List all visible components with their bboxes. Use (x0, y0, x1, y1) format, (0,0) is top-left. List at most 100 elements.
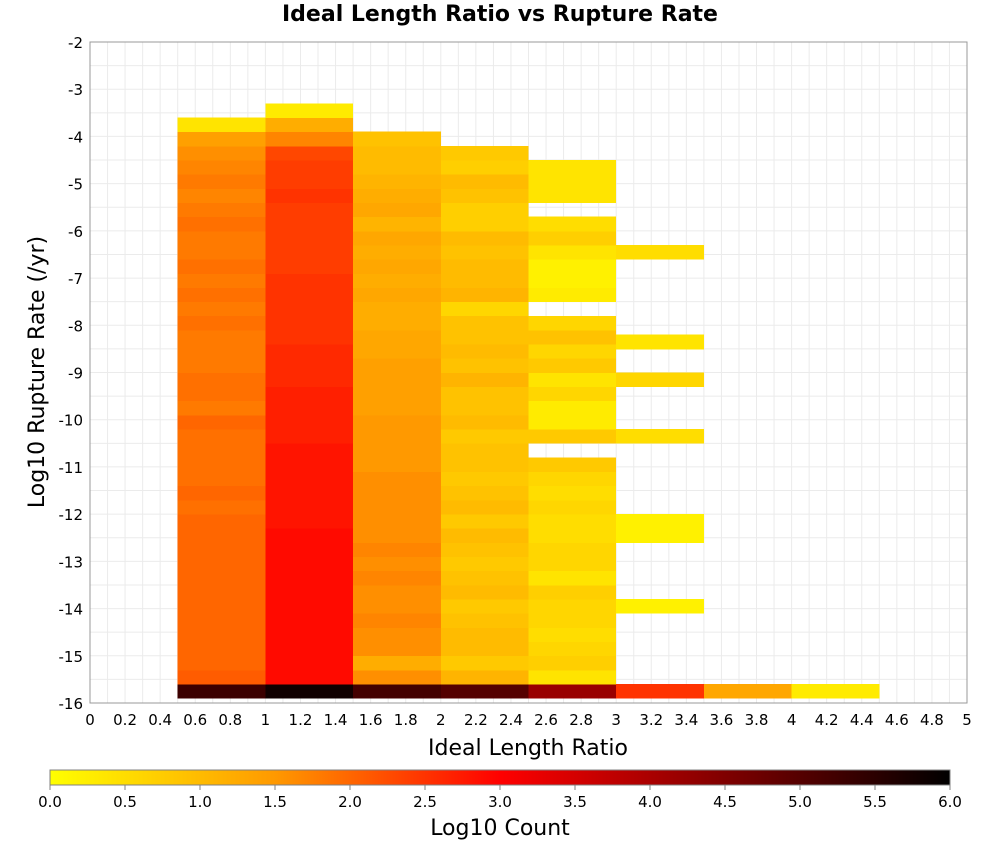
heatmap-cell (616, 245, 704, 260)
heatmap-cell (265, 556, 354, 572)
y-tick-label: -7 (68, 270, 83, 288)
heatmap-cell (353, 641, 441, 657)
heatmap-cell (265, 414, 354, 430)
y-axis-ticks: -2 -3 -4 -5 -6 -7 -8 -9 -10 -11 -12 -13 -14 -15 -16 (59, 34, 84, 713)
heatmap-cell (177, 599, 266, 614)
heatmap-cell (528, 584, 617, 600)
heatmap-cell (353, 499, 441, 515)
heatmap-cell (265, 599, 354, 614)
heatmap-cell (177, 584, 266, 600)
heatmap-cell (353, 528, 441, 543)
colorbar-tick-label: 2.0 (338, 793, 362, 811)
heatmap-cell (353, 613, 441, 628)
heatmap-cell (353, 655, 441, 671)
heatmap-cell (265, 245, 354, 260)
heatmap-cell (440, 556, 529, 572)
heatmap-cell (353, 372, 441, 388)
heatmap-cell (353, 443, 441, 458)
heatmap-cell (177, 245, 266, 260)
heatmap-cell (265, 131, 354, 147)
heatmap-cell (528, 287, 617, 303)
heatmap-cell (177, 485, 266, 501)
heatmap-cell (265, 641, 354, 657)
x-tick-label: 0.8 (218, 711, 242, 729)
heatmap-cell (528, 315, 617, 331)
x-tick-label: 4.8 (920, 711, 944, 729)
heatmap-cell (265, 386, 354, 402)
heatmap-cell (177, 174, 266, 189)
heatmap-cell (353, 301, 441, 317)
heatmap-cell (265, 514, 354, 529)
colorbar-tick-label: 0.5 (113, 793, 137, 811)
heatmap-cell (353, 202, 441, 218)
heatmap-cell (440, 514, 529, 529)
heatmap-cell (177, 400, 266, 416)
colorbar-tick-label: 5.0 (788, 793, 812, 811)
x-tick-label: 4.6 (885, 711, 909, 729)
heatmap-cell (265, 542, 354, 558)
heatmap-cell (353, 315, 441, 331)
colorbar-tick-label: 5.5 (863, 793, 887, 811)
heatmap-cell (528, 273, 617, 288)
heatmap-cell (616, 599, 704, 614)
heatmap-cell (440, 315, 529, 331)
heatmap-cell (265, 528, 354, 543)
heatmap-cell (177, 330, 266, 345)
heatmap-cell (440, 457, 529, 473)
heatmap-cell (528, 613, 617, 628)
x-tick-label: 2.6 (534, 711, 558, 729)
heatmap-cell (440, 471, 529, 487)
heatmap-cell (265, 471, 354, 487)
heatmap-cell (265, 584, 354, 600)
heatmap-cell (353, 514, 441, 529)
chart-title: Ideal Length Ratio vs Rupture Rate (282, 2, 718, 27)
x-tick-label: 2.4 (499, 711, 523, 729)
heatmap-cell (177, 117, 266, 133)
heatmap-cell (265, 216, 354, 232)
heatmap-cell (265, 188, 354, 203)
x-tick-label: 3.6 (710, 711, 734, 729)
heatmap-cell (440, 386, 529, 402)
x-tick-label: 3.8 (745, 711, 769, 729)
heatmap-cell (440, 259, 529, 274)
heatmap-cell (177, 655, 266, 671)
heatmap-cell (440, 344, 529, 359)
heatmap-cell (440, 188, 529, 203)
heatmap-cell (177, 556, 266, 572)
heatmap-cell (440, 400, 529, 416)
y-tick-label: -12 (59, 506, 84, 524)
heatmap-cell (440, 613, 529, 628)
heatmap-cell (528, 358, 617, 373)
heatmap-cell (440, 485, 529, 501)
heatmap-cell (528, 457, 617, 473)
heatmap-cell (353, 457, 441, 473)
heatmap-cell (265, 301, 354, 317)
heatmap-cell (265, 400, 354, 416)
heatmap-cell (177, 188, 266, 203)
heatmap-cell (177, 570, 266, 586)
heatmap-cell (528, 669, 617, 685)
heatmap-cell (440, 174, 529, 189)
heatmap-cell (265, 457, 354, 473)
heatmap-cell (353, 358, 441, 373)
heatmap-cell (528, 174, 617, 189)
y-tick-label: -2 (68, 34, 83, 52)
heatmap-cell (177, 230, 266, 246)
x-tick-label: 2 (436, 711, 446, 729)
heatmap-cell (528, 372, 617, 388)
x-tick-label: 5 (962, 711, 972, 729)
x-tick-label: 3.4 (674, 711, 698, 729)
colorbar (49, 769, 951, 786)
heatmap-cell (265, 273, 354, 288)
heatmap-cell (177, 216, 266, 232)
heatmap-cell (265, 627, 354, 643)
heatmap-cell (440, 414, 529, 430)
x-tick-label: 1.8 (394, 711, 418, 729)
heatmap-cell (265, 160, 354, 175)
x-tick-label: 2.8 (569, 711, 593, 729)
heatmap-cell (440, 499, 529, 515)
heatmap-cell (528, 514, 617, 529)
heatmap-cell (440, 599, 529, 614)
heatmap-cell (353, 131, 441, 147)
heatmap-cell (353, 330, 441, 345)
